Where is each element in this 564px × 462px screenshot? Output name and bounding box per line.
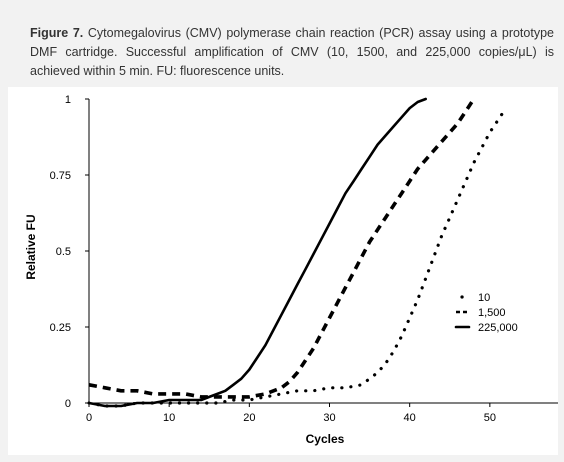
series-line-solid: [87, 97, 427, 408]
legend: 10 1,500 225,000: [454, 292, 518, 334]
legend-label: 10: [478, 292, 490, 304]
series-line-dashed: [88, 98, 476, 399]
series-group: [87, 97, 508, 408]
series-line-dotted: [87, 106, 508, 408]
chart-panel: 0 0.25 0.5 0.75 1 0 10 20 30 40 50 10 1,500 225,000 …: [8, 87, 562, 455]
x-tick-label: 20: [243, 412, 255, 424]
y-tick-label: 1: [65, 94, 71, 106]
legend-label: 1,500: [478, 307, 506, 319]
x-axis-label: Cycles: [306, 432, 345, 446]
x-tick-label: 30: [323, 412, 335, 424]
x-tick-label: 0: [86, 412, 92, 424]
x-tick-label: 40: [404, 412, 416, 424]
x-tick-label: 10: [163, 412, 175, 424]
legend-label: 225,000: [478, 322, 518, 334]
caption-text: Cytomegalovirus (CMV) polymerase chain r…: [30, 26, 554, 78]
y-tick-label: 0.5: [56, 246, 71, 258]
caption-label: Figure 7.: [30, 26, 84, 40]
y-tick-label: 0: [65, 398, 71, 410]
y-axis-label: Relative FU: [24, 214, 38, 279]
y-tick-label: 0.75: [50, 170, 71, 182]
x-tick-label: 50: [484, 412, 496, 424]
y-tick-label: 0.25: [50, 322, 71, 334]
figure-caption: Figure 7. Cytomegalovirus (CMV) polymera…: [30, 24, 554, 81]
